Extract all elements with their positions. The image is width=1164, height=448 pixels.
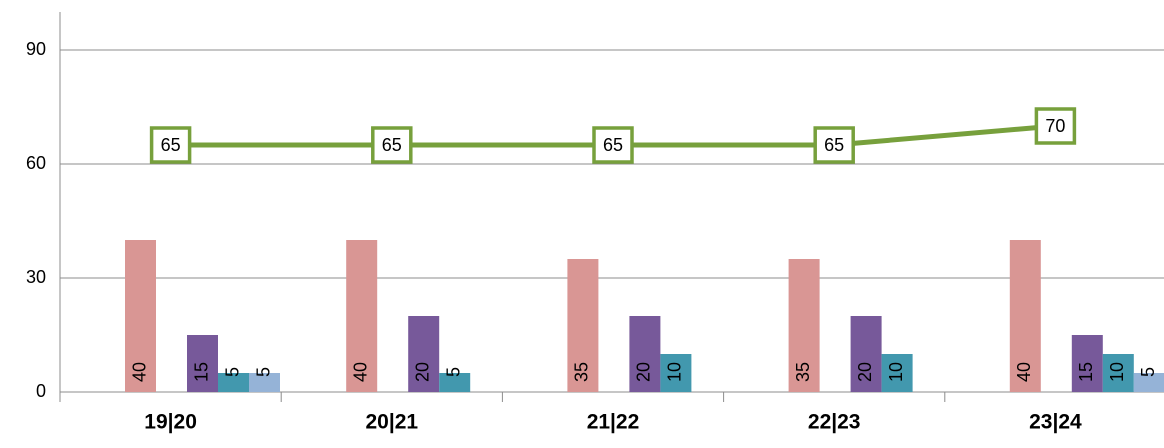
- marker: [371, 126, 413, 164]
- bar: [439, 373, 471, 392]
- data-label: 10: [665, 362, 685, 382]
- marker: [592, 126, 634, 164]
- data-label: 5: [222, 367, 242, 377]
- bar: [1133, 373, 1164, 392]
- x-tick-label: 20|21: [366, 411, 419, 434]
- bar: [881, 354, 913, 392]
- bar: [1071, 335, 1103, 392]
- bar: [346, 240, 378, 392]
- marker: [149, 126, 192, 164]
- data-label: 65: [161, 135, 181, 155]
- y-tick-label: 90: [26, 39, 46, 59]
- data-label: 5: [443, 367, 463, 377]
- data-label: 20: [412, 362, 432, 382]
- bar: [249, 373, 280, 392]
- data-label: 65: [824, 135, 844, 155]
- x-tick-label: 21|22: [587, 411, 640, 434]
- bar: [125, 240, 156, 392]
- bar: [567, 259, 599, 392]
- data-label: 20: [855, 362, 875, 382]
- data-label: 10: [886, 362, 906, 382]
- y-tick-label: 0: [36, 381, 46, 401]
- data-label: 40: [1014, 362, 1034, 382]
- data-label: 35: [793, 362, 813, 382]
- marker: [813, 126, 855, 164]
- bar: [788, 259, 820, 392]
- data-label: 15: [1076, 362, 1096, 382]
- data-label: 40: [350, 362, 370, 382]
- bar: [660, 354, 692, 392]
- bar: [1102, 354, 1134, 392]
- data-label: 35: [572, 362, 592, 382]
- data-label: 15: [191, 362, 211, 382]
- data-label: 10: [1107, 362, 1127, 382]
- data-label: 70: [1045, 116, 1065, 136]
- data-label: 65: [382, 135, 402, 155]
- bar: [1009, 240, 1041, 392]
- y-tick-label: 30: [26, 267, 46, 287]
- x-tick-label: 19|20: [144, 411, 197, 434]
- bar: [629, 316, 661, 392]
- data-label: 40: [129, 362, 149, 382]
- data-label: 65: [603, 135, 623, 155]
- x-tick-label: 23|24: [1029, 411, 1082, 434]
- y-tick-label: 60: [26, 153, 46, 173]
- data-label: 5: [253, 367, 273, 377]
- x-tick-label: 22|23: [808, 411, 861, 434]
- marker: [1034, 107, 1077, 145]
- data-label: 20: [634, 362, 654, 382]
- bar: [850, 316, 882, 392]
- data-label: 5: [1138, 367, 1158, 377]
- bar: [218, 373, 249, 392]
- bar: [187, 335, 218, 392]
- bar: [408, 316, 440, 392]
